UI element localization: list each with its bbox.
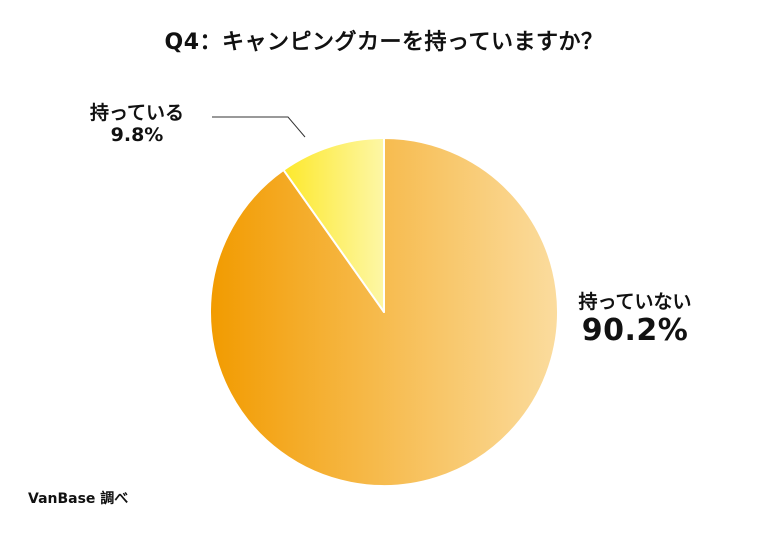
source-note: VanBase 調べ xyxy=(28,491,129,507)
slice-label-not-owning: 持っていない 90.2% xyxy=(560,291,710,348)
leader-line xyxy=(212,116,306,138)
chart-title: Q4：キャンピングカーを持っていますか？ xyxy=(164,30,604,55)
pie-slice-owning xyxy=(282,137,385,313)
slice-percent: 90.2% xyxy=(581,312,689,348)
slice-name: 持っている xyxy=(89,102,185,124)
slice-percent: 9.8% xyxy=(110,123,164,146)
slice-label-owning: 持っている 9.8% xyxy=(72,102,202,147)
slice-name: 持っていない xyxy=(578,291,692,313)
pie-slices xyxy=(209,137,560,487)
